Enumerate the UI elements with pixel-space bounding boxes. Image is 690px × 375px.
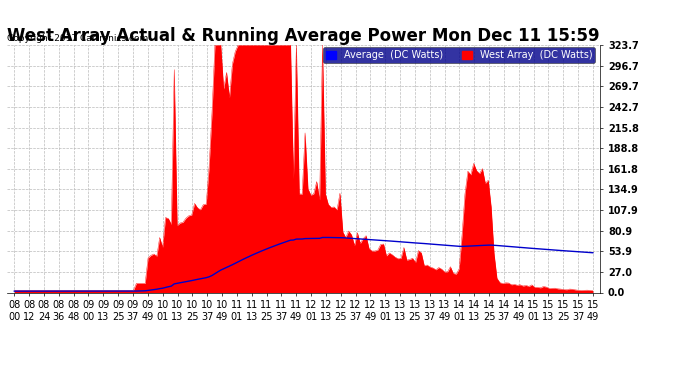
Title: West Array Actual & Running Average Power Mon Dec 11 15:59: West Array Actual & Running Average Powe… xyxy=(8,27,600,45)
Text: Copyright 2017 Cartronics.com: Copyright 2017 Cartronics.com xyxy=(7,33,148,42)
Legend: Average  (DC Watts), West Array  (DC Watts): Average (DC Watts), West Array (DC Watts… xyxy=(324,47,595,63)
